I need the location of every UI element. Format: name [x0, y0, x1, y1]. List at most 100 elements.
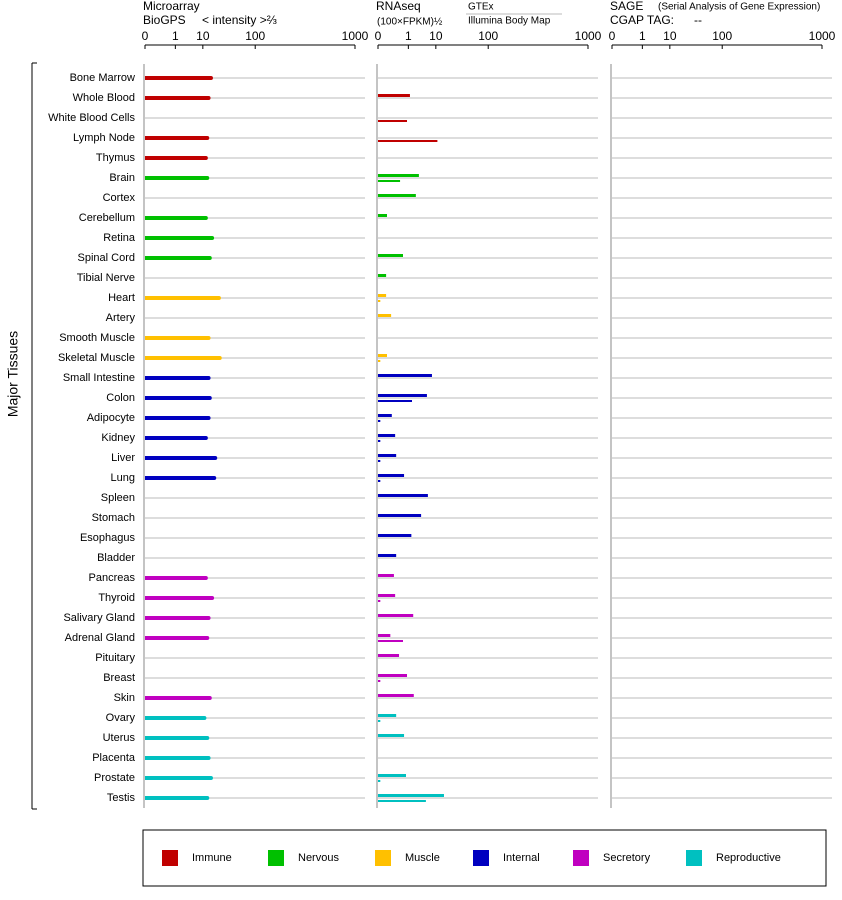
bar-end: [203, 436, 208, 440]
bar-end: [203, 216, 208, 220]
bar: [378, 194, 416, 197]
category-label: Spinal Cord: [78, 252, 135, 264]
bar: [378, 420, 381, 422]
category-label: Stomach: [92, 512, 135, 524]
panel-title: Microarray: [143, 0, 200, 13]
x-tick-label: 1: [639, 29, 646, 43]
bar: [378, 794, 444, 797]
category-label: Kidney: [101, 432, 135, 444]
legend-swatch: [686, 850, 702, 866]
bar: [378, 694, 414, 697]
bar-end: [210, 596, 215, 600]
bar: [145, 296, 219, 300]
legend-label: Immune: [192, 852, 232, 864]
tag: --: [694, 13, 702, 27]
legend-label: Secretory: [603, 852, 651, 864]
bar: [378, 440, 381, 442]
category-label: Thyroid: [98, 592, 135, 604]
bar: [378, 714, 397, 717]
category-label: Cerebellum: [79, 212, 135, 224]
bar: [145, 436, 206, 440]
panel-title: RNAseq: [376, 0, 421, 13]
category-label: Cortex: [103, 192, 136, 204]
legend-box: [142, 829, 827, 887]
bar: [378, 314, 392, 317]
bar: [378, 474, 405, 477]
bar: [378, 734, 405, 737]
unit-label: (100×FPKM)½: [377, 17, 443, 28]
bar: [378, 680, 381, 682]
bar: [145, 796, 208, 800]
bar: [378, 654, 400, 657]
bar: [145, 456, 216, 460]
category-label: Brain: [109, 172, 135, 184]
bar: [378, 674, 408, 677]
bar-end: [208, 776, 213, 780]
category-label: Colon: [106, 392, 135, 404]
bar-end: [207, 696, 212, 700]
bar: [378, 120, 408, 122]
category-label: Testis: [107, 792, 136, 804]
bar: [378, 360, 381, 362]
bar: [145, 616, 209, 620]
x-tick-label: 1: [172, 29, 179, 43]
x-tick-label: 10: [429, 29, 443, 43]
category-label: Esophagus: [80, 532, 136, 544]
bar: [145, 336, 209, 340]
bar: [145, 776, 211, 780]
x-tick-label: 1: [405, 29, 412, 43]
category-label: Artery: [106, 312, 136, 324]
bar: [378, 94, 410, 97]
legend-label: Internal: [503, 852, 540, 864]
x-tick-label: 0: [142, 29, 149, 43]
category-label: Liver: [111, 452, 135, 464]
bar: [378, 514, 422, 517]
category-label: Bladder: [97, 552, 135, 564]
bar-end: [206, 616, 211, 620]
bar: [378, 180, 401, 182]
bar: [145, 396, 210, 400]
bar-end: [208, 76, 213, 80]
bar: [145, 96, 209, 100]
bar: [378, 274, 387, 277]
bar: [378, 534, 412, 537]
bar: [378, 294, 387, 297]
bar-end: [212, 476, 217, 480]
bar: [378, 800, 426, 802]
bar: [378, 600, 381, 602]
bar: [145, 416, 209, 420]
bar: [145, 136, 208, 140]
legend-label: Reproductive: [716, 852, 781, 864]
bar: [145, 596, 213, 600]
category-label: Smooth Muscle: [59, 332, 135, 344]
bar: [378, 354, 387, 357]
bar: [378, 300, 381, 302]
series-name: GTEx: [468, 2, 494, 13]
category-label: Adipocyte: [87, 412, 135, 424]
category-label: Lung: [111, 472, 135, 484]
category-label: Bone Marrow: [70, 72, 135, 84]
bar-end: [205, 736, 210, 740]
series-name: BioGPS: [143, 13, 186, 27]
x-tick-label: 1000: [575, 29, 602, 43]
bar: [378, 494, 428, 497]
category-label: Skin: [114, 692, 135, 704]
bar: [145, 376, 209, 380]
bar-end: [202, 716, 207, 720]
bar-end: [217, 356, 222, 360]
bar: [145, 76, 211, 80]
tag-label: CGAP TAG:: [610, 13, 674, 27]
category-label: Pancreas: [89, 572, 136, 584]
category-label: Pituitary: [95, 652, 135, 664]
bar-end: [205, 796, 210, 800]
bar: [378, 400, 413, 402]
bar: [378, 140, 438, 142]
bar: [145, 176, 208, 180]
bar-end: [203, 156, 208, 160]
bar-end: [206, 756, 211, 760]
x-tick-label: 0: [609, 29, 616, 43]
category-label: Whole Blood: [73, 92, 135, 104]
bar-end: [206, 96, 211, 100]
bar: [378, 414, 392, 417]
